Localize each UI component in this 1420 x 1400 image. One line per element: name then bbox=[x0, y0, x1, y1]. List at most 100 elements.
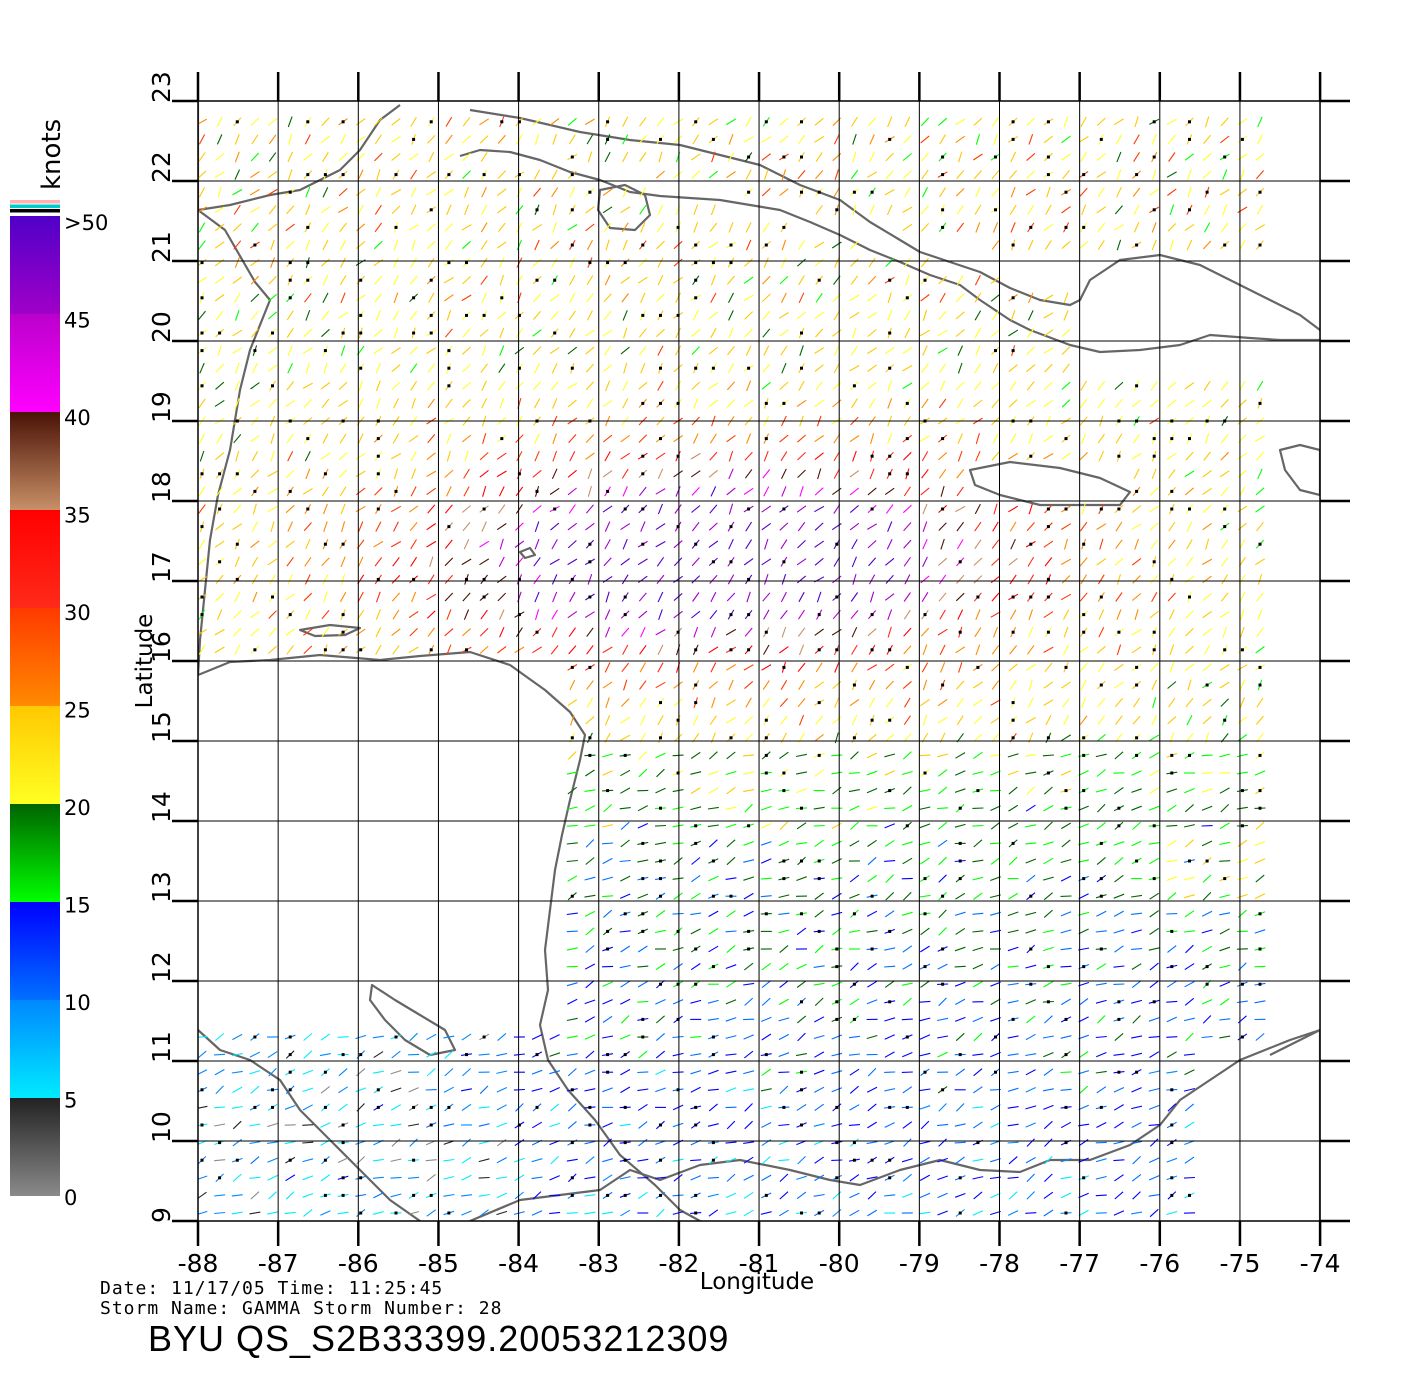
wind-vector bbox=[884, 347, 895, 355]
rain-flag bbox=[588, 261, 592, 265]
wind-vector bbox=[779, 117, 789, 126]
lat-tick-label: 16 bbox=[147, 631, 176, 663]
wind-vector bbox=[1219, 1035, 1231, 1039]
wind-vector bbox=[341, 521, 346, 533]
wind-vector bbox=[761, 558, 772, 566]
wind-vector bbox=[778, 1159, 790, 1162]
wind-vector bbox=[1060, 1176, 1072, 1180]
wind-vector bbox=[885, 170, 894, 180]
rain-flag bbox=[1188, 208, 1191, 212]
rain-flag bbox=[1240, 648, 1244, 652]
wind-vector bbox=[1096, 733, 1106, 742]
rain-flag bbox=[447, 1211, 451, 1215]
wind-vector bbox=[690, 452, 701, 460]
rain-flag bbox=[288, 1035, 292, 1039]
rain-flag bbox=[394, 1211, 398, 1215]
wind-vector bbox=[1080, 380, 1087, 391]
wind-vector bbox=[673, 276, 684, 284]
wind-vector bbox=[462, 135, 471, 144]
wind-vector bbox=[954, 911, 966, 916]
wind-vector bbox=[814, 452, 824, 461]
wind-vector bbox=[444, 557, 454, 567]
wind-vector bbox=[1166, 824, 1178, 827]
rain-flag bbox=[659, 806, 662, 810]
wind-vector bbox=[851, 662, 858, 673]
wind-vector bbox=[623, 327, 628, 339]
wind-vector bbox=[480, 240, 488, 250]
wind-vector bbox=[445, 398, 453, 409]
wind-vector bbox=[198, 1050, 207, 1059]
wind-vector bbox=[834, 345, 840, 356]
wind-vector bbox=[937, 1017, 949, 1022]
wind-vector bbox=[622, 398, 629, 409]
rain-flag bbox=[870, 613, 874, 617]
wind-vector bbox=[319, 1053, 331, 1057]
wind-vector bbox=[234, 591, 241, 603]
rain-flag bbox=[676, 525, 680, 529]
wind-vector bbox=[1185, 628, 1194, 637]
wind-vector bbox=[850, 610, 859, 620]
wind-vector bbox=[1081, 503, 1086, 515]
wind-vector bbox=[1028, 679, 1033, 691]
rain-flag bbox=[218, 1141, 222, 1145]
rain-flag bbox=[323, 542, 327, 546]
rain-flag bbox=[729, 525, 733, 529]
wind-vector bbox=[498, 486, 505, 497]
wind-vector bbox=[304, 134, 311, 145]
rain-flag bbox=[782, 560, 786, 564]
wind-vector bbox=[1025, 1105, 1037, 1110]
wind-vector bbox=[567, 998, 578, 1005]
rain-flag bbox=[465, 313, 468, 317]
wind-vector bbox=[1151, 468, 1157, 480]
wind-vector bbox=[338, 152, 348, 162]
wind-vector bbox=[1149, 188, 1160, 196]
wind-vector bbox=[992, 521, 999, 532]
wind-vector bbox=[938, 997, 947, 1007]
wind-vector bbox=[693, 626, 699, 638]
lon-tick-label: -78 bbox=[979, 1249, 1020, 1278]
wind-vector bbox=[1202, 663, 1212, 672]
wind-vector bbox=[725, 628, 737, 636]
rain-flag bbox=[359, 648, 363, 652]
wind-vector bbox=[991, 663, 1000, 672]
wind-vector bbox=[303, 522, 312, 532]
wind-vector bbox=[974, 627, 982, 638]
rain-flag bbox=[905, 824, 909, 828]
lat-tick-label: 17 bbox=[147, 551, 176, 583]
wind-vector bbox=[1095, 1194, 1107, 1197]
rain-flag bbox=[341, 1193, 345, 1197]
wind-vector bbox=[302, 1192, 314, 1198]
wind-vector bbox=[216, 134, 223, 145]
wind-vector bbox=[674, 380, 682, 391]
wind-vector bbox=[268, 134, 277, 145]
wind-vector bbox=[990, 1210, 1001, 1216]
wind-vector bbox=[813, 1034, 825, 1040]
rain-flag bbox=[835, 947, 839, 951]
rain-flag bbox=[747, 577, 751, 581]
rain-flag bbox=[306, 225, 310, 229]
wind-vector bbox=[901, 841, 913, 846]
wind-vector bbox=[1131, 452, 1142, 460]
wind-vector bbox=[214, 1123, 226, 1127]
wind-vector bbox=[849, 312, 860, 319]
wind-vector bbox=[974, 204, 982, 215]
wind-vector bbox=[443, 1035, 455, 1039]
wind-vector bbox=[1114, 751, 1124, 760]
wind-vector bbox=[974, 503, 981, 515]
wind-vector bbox=[567, 224, 578, 231]
wind-vector bbox=[302, 488, 313, 495]
legend-band bbox=[10, 804, 60, 902]
rain-flag bbox=[817, 278, 821, 282]
wind-vector bbox=[990, 876, 1001, 882]
wind-vector bbox=[267, 488, 278, 495]
wind-vector bbox=[673, 540, 683, 549]
wind-vector bbox=[919, 841, 931, 846]
rain-flag bbox=[1046, 965, 1050, 969]
wind-vector bbox=[1220, 451, 1229, 461]
wind-vector bbox=[444, 539, 453, 549]
wind-vector bbox=[532, 224, 542, 231]
wind-vector bbox=[725, 1192, 737, 1199]
wind-vector bbox=[690, 999, 702, 1004]
wind-vector bbox=[903, 715, 911, 726]
wind-vector bbox=[655, 752, 666, 759]
